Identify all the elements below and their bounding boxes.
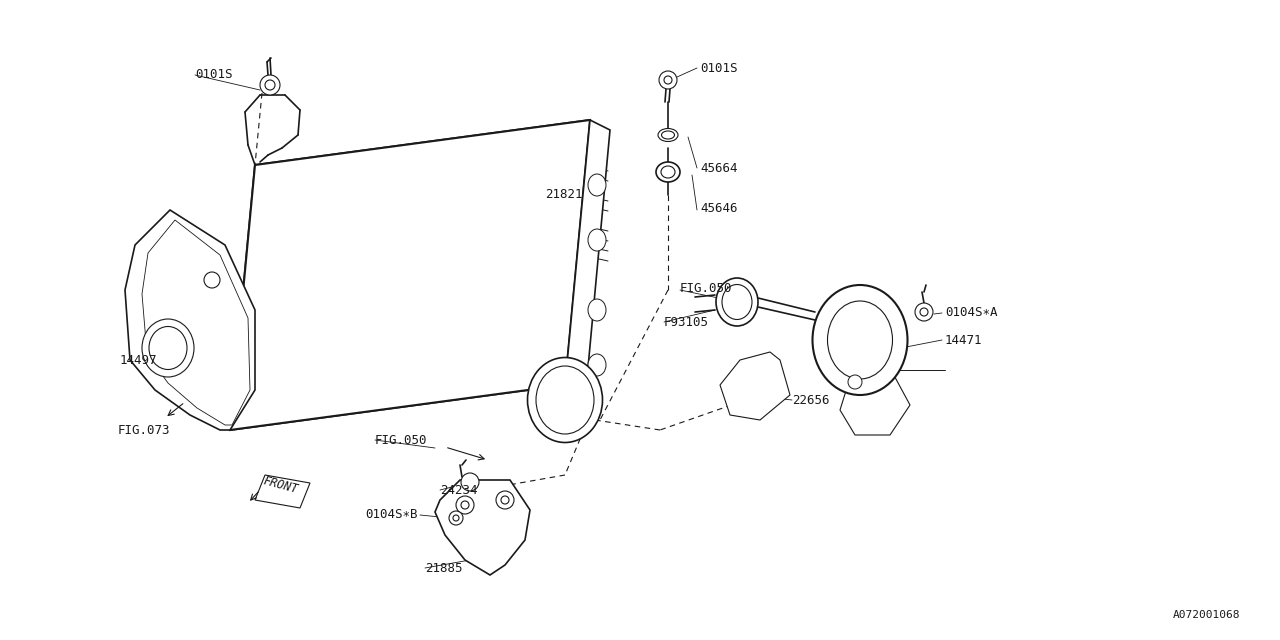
Polygon shape <box>840 364 910 435</box>
Text: FIG.073: FIG.073 <box>118 424 170 436</box>
Ellipse shape <box>588 299 605 321</box>
Ellipse shape <box>657 162 680 182</box>
Text: 22656: 22656 <box>792 394 829 406</box>
Circle shape <box>260 75 280 95</box>
Text: 0104S∗A: 0104S∗A <box>945 307 997 319</box>
Ellipse shape <box>588 354 605 376</box>
Ellipse shape <box>527 358 603 442</box>
Text: FIG.050: FIG.050 <box>680 282 732 294</box>
Text: FRONT: FRONT <box>262 474 300 496</box>
Text: 21885: 21885 <box>425 561 462 575</box>
Polygon shape <box>719 352 790 420</box>
Circle shape <box>659 71 677 89</box>
Text: 45646: 45646 <box>700 202 737 214</box>
Ellipse shape <box>813 285 908 395</box>
Text: 14497: 14497 <box>120 353 157 367</box>
Circle shape <box>449 511 463 525</box>
Text: 0104S∗B: 0104S∗B <box>365 509 417 522</box>
Text: 0101S: 0101S <box>195 68 233 81</box>
Text: 24234: 24234 <box>440 483 477 497</box>
Ellipse shape <box>588 174 605 196</box>
Ellipse shape <box>716 278 758 326</box>
Circle shape <box>497 491 515 509</box>
Circle shape <box>849 375 861 389</box>
Circle shape <box>915 303 933 321</box>
Ellipse shape <box>588 229 605 251</box>
Ellipse shape <box>142 319 195 377</box>
Ellipse shape <box>658 129 678 141</box>
Circle shape <box>204 272 220 288</box>
Polygon shape <box>230 120 590 430</box>
Text: 21821: 21821 <box>545 189 582 202</box>
Text: F93105: F93105 <box>664 316 709 328</box>
Text: A072001068: A072001068 <box>1172 610 1240 620</box>
Text: 45664: 45664 <box>700 161 737 175</box>
Text: 0101S: 0101S <box>700 61 737 74</box>
Polygon shape <box>564 120 611 400</box>
Polygon shape <box>255 475 310 508</box>
Text: 14471: 14471 <box>945 333 983 346</box>
Circle shape <box>461 473 479 491</box>
Circle shape <box>456 496 474 514</box>
Polygon shape <box>435 480 530 575</box>
Polygon shape <box>125 210 255 430</box>
Text: FIG.050: FIG.050 <box>375 433 428 447</box>
